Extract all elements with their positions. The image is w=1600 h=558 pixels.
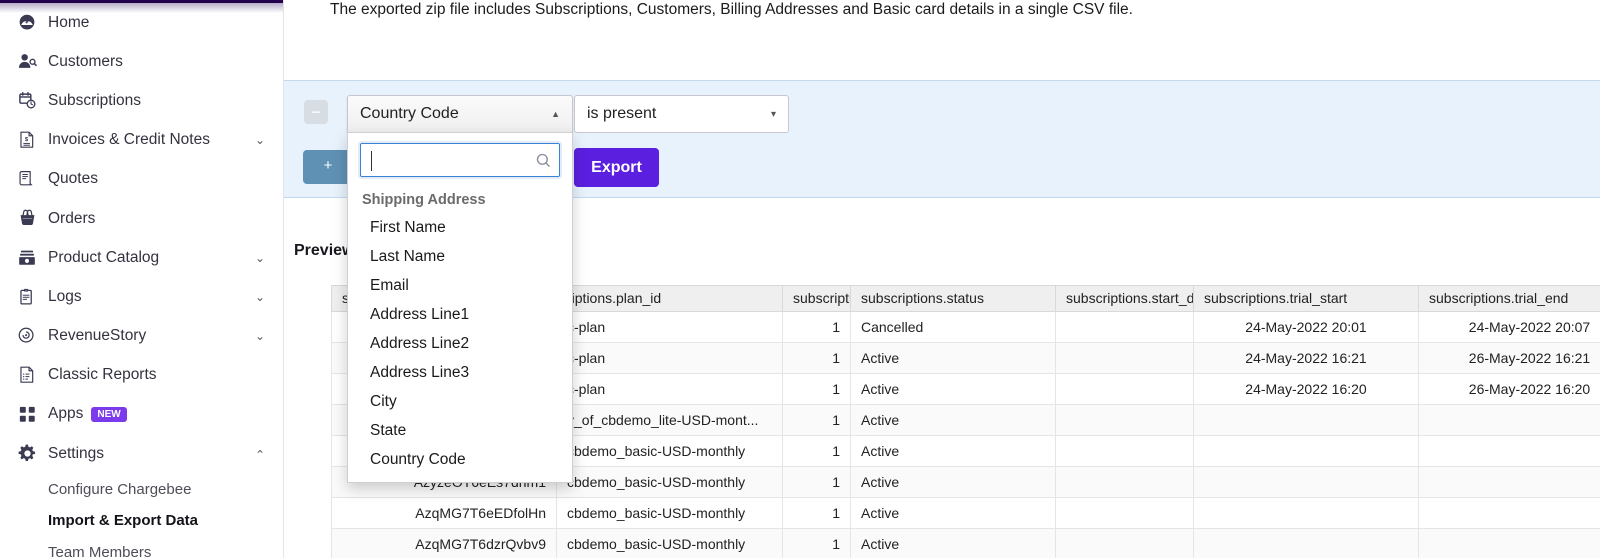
svg-text:$: $ — [25, 137, 29, 143]
